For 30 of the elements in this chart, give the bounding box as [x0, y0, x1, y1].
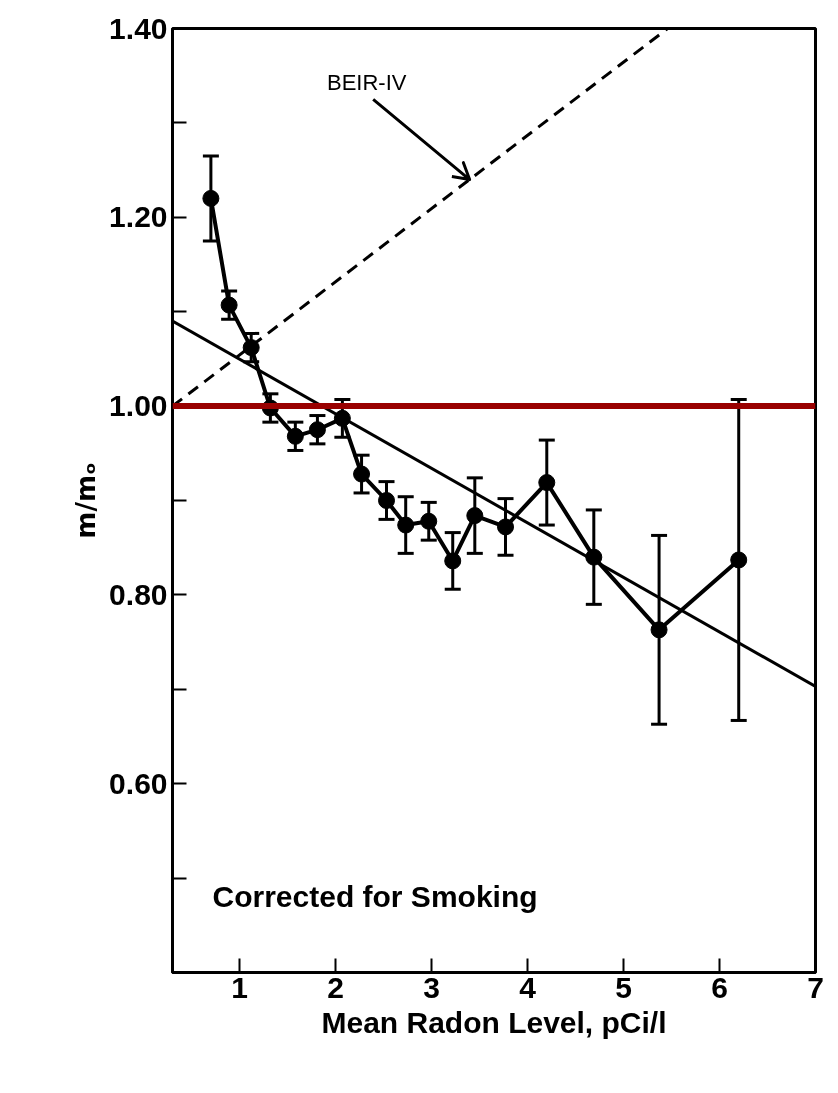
- annotation: Corrected for Smoking: [212, 879, 538, 913]
- point: [444, 552, 462, 570]
- point: [202, 189, 220, 207]
- point: [730, 551, 748, 569]
- x-tick-label: 7: [807, 970, 824, 1004]
- x-tick-label: 3: [423, 970, 440, 1004]
- y-axis-title: m/mₒ: [71, 462, 102, 539]
- x-tick-label: 6: [711, 970, 728, 1004]
- point: [497, 518, 515, 536]
- x-tick-label: 1: [231, 970, 249, 1004]
- x-tick-label: 4: [519, 970, 537, 1004]
- y-tick-label: 1.00: [109, 389, 168, 423]
- y-tick-label: 0.60: [109, 766, 168, 800]
- point: [650, 621, 668, 639]
- point: [286, 427, 304, 445]
- x-axis-title: Mean Radon Level, pCi/l: [321, 1005, 667, 1039]
- point: [353, 465, 371, 483]
- text: BEIR-IV: [327, 69, 407, 95]
- point: [466, 507, 484, 525]
- point: [397, 516, 415, 534]
- y-tick-label: 0.80: [109, 577, 168, 611]
- x-tick-label: 2: [327, 970, 344, 1004]
- point: [308, 421, 326, 439]
- point: [538, 474, 556, 492]
- x-tick-label: 5: [615, 970, 632, 1004]
- point: [220, 296, 238, 314]
- point: [378, 492, 396, 509]
- y-tick-label: 1.20: [109, 200, 168, 234]
- point: [420, 512, 438, 530]
- y-tick-label: 1.40: [109, 11, 168, 45]
